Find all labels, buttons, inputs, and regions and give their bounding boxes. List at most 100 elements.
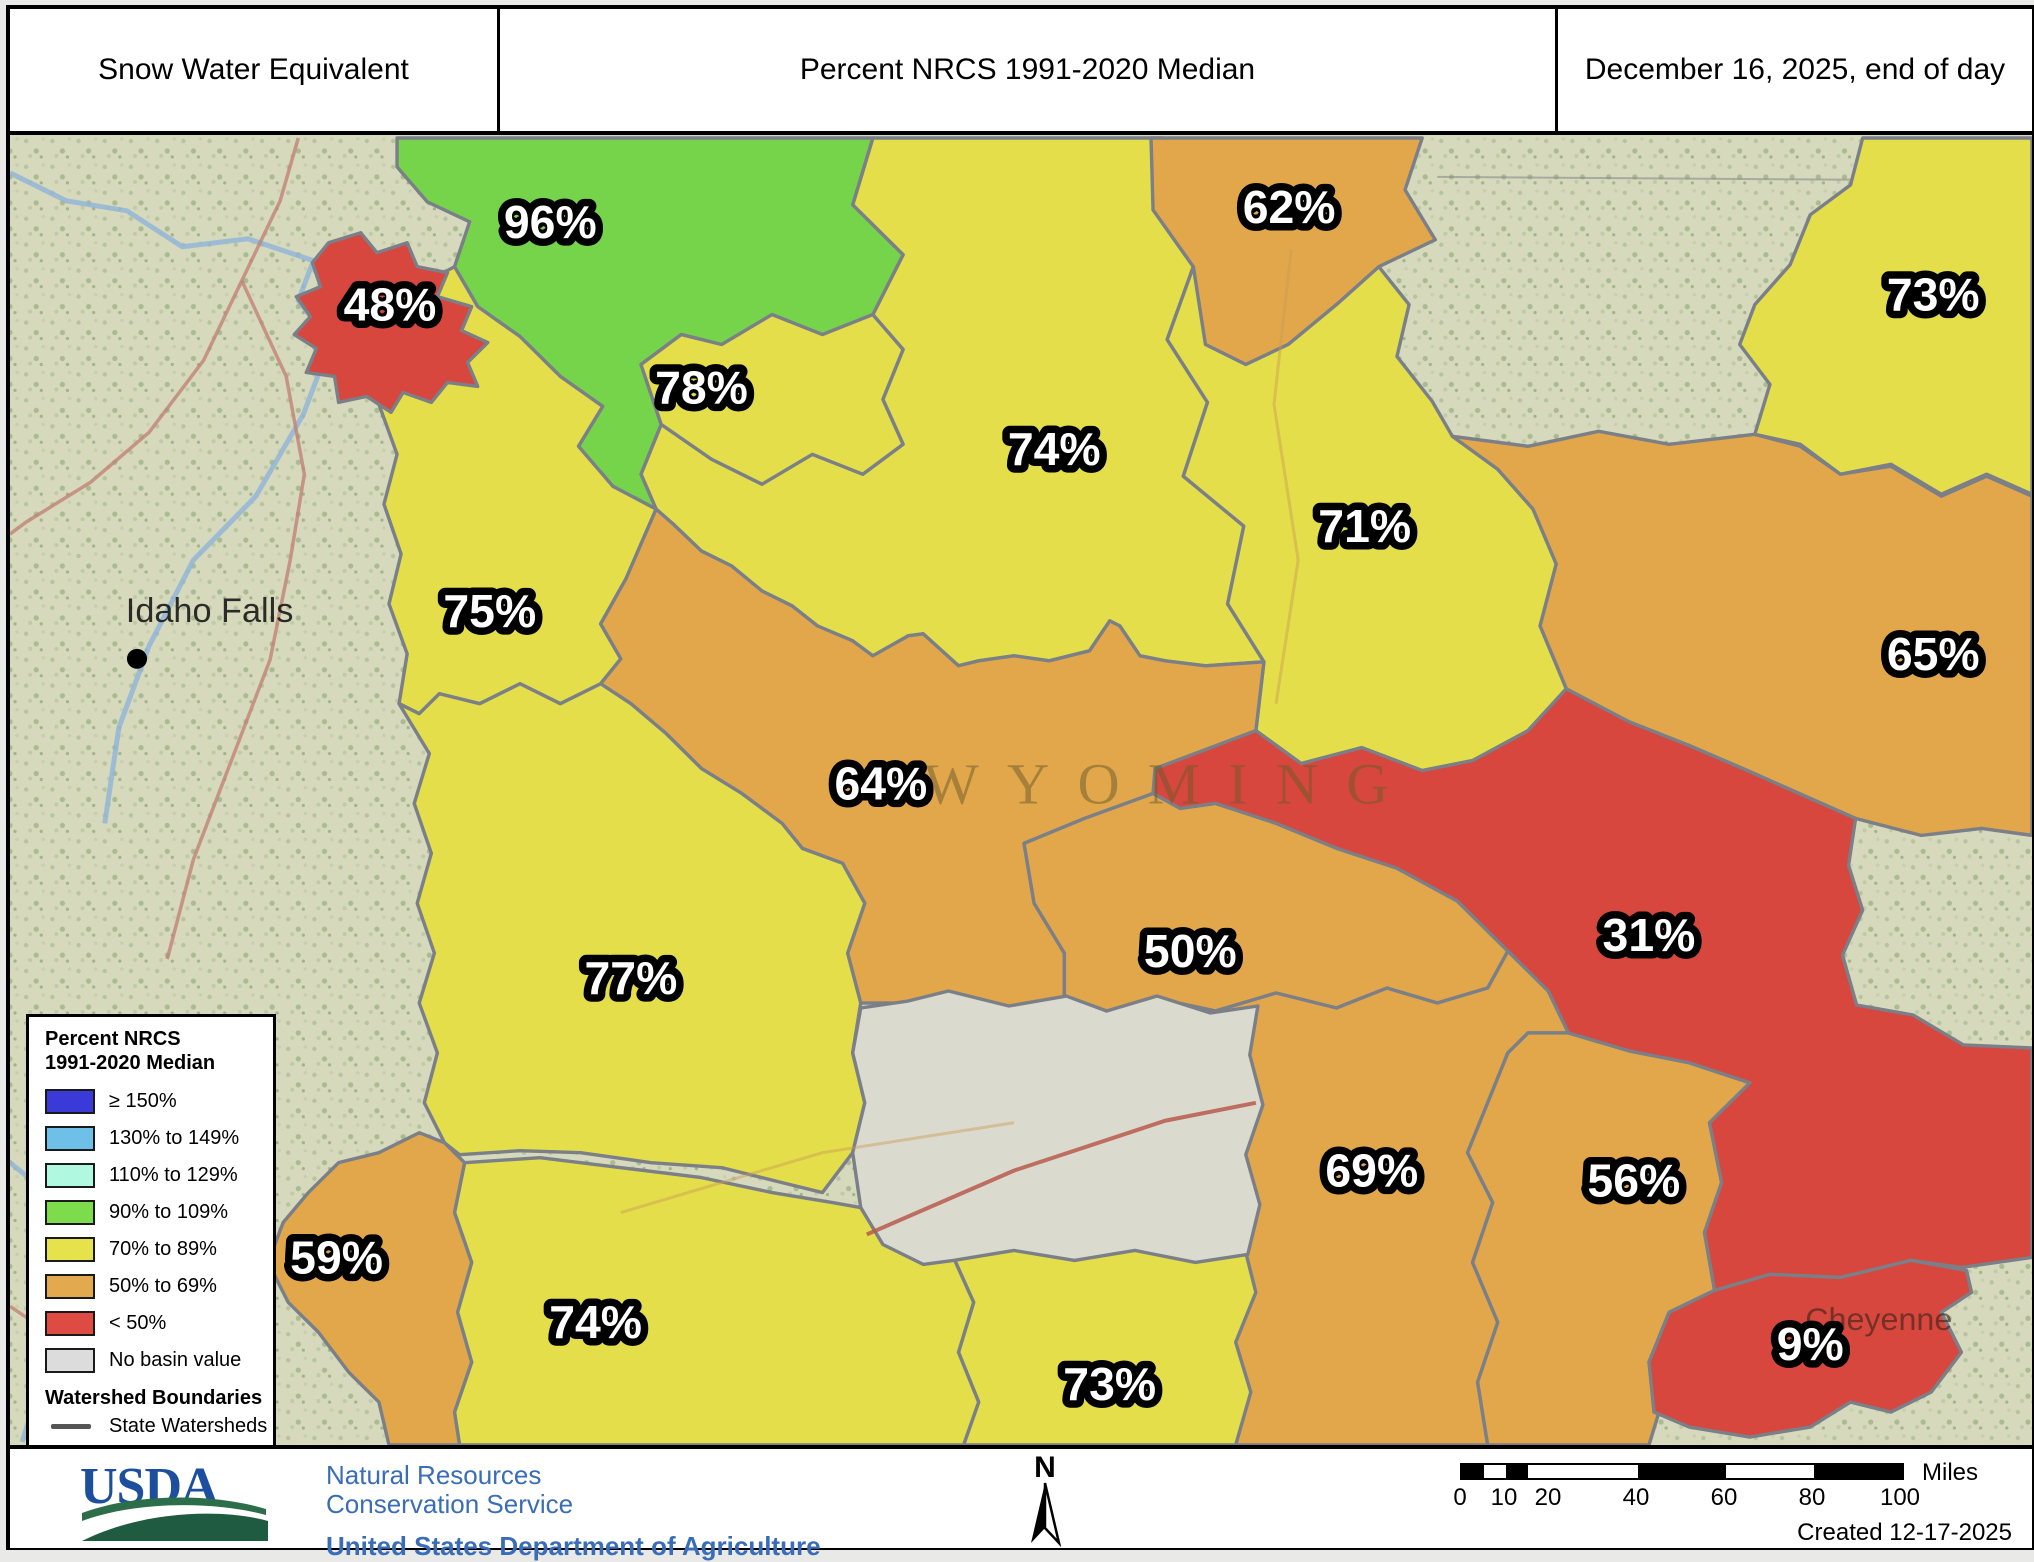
legend-box: Percent NRCS 1991-2020 Median ≥ 150% 130%… xyxy=(26,1014,276,1445)
legend-item: No basin value xyxy=(45,1342,273,1379)
basin-value-label: 75% xyxy=(443,585,536,637)
legend-item-label: < 50% xyxy=(109,1312,167,1334)
agency-text: Natural Resources Conservation Service U… xyxy=(326,1457,821,1562)
legend-state-watersheds-row: State Watersheds xyxy=(45,1410,273,1442)
legend-item-label: ≥ 150% xyxy=(109,1090,177,1112)
legend-items: ≥ 150% 130% to 149% 110% to 129% 90% to 109… xyxy=(45,1083,273,1379)
map-area[interactable]: WYOMING Idaho Falls Cheyenne 74% 62% 71% 65% 73… xyxy=(10,135,2032,1445)
basin-value-label: 71% xyxy=(1318,500,1411,552)
header-date: December 16, 2025, end of day xyxy=(1555,9,2032,131)
legend-item: ≥ 150% xyxy=(45,1083,273,1120)
scale-bar-segment xyxy=(1528,1465,1550,1478)
basin-value-label: 59% xyxy=(290,1232,383,1284)
basin-road-line xyxy=(1272,249,1300,704)
usda-logo: USDA xyxy=(80,1458,268,1541)
agency-line2: Conservation Service xyxy=(326,1489,574,1519)
scale-unit-label: Miles xyxy=(1922,1459,1979,1486)
agency-line1: Natural Resources xyxy=(326,1460,542,1490)
legend-swatch xyxy=(45,1348,95,1373)
road-line xyxy=(10,137,300,536)
gray-basin-road xyxy=(865,1100,1257,1237)
legend-item-label: 70% to 89% xyxy=(109,1238,217,1260)
scale-bar-segment xyxy=(1462,1465,1484,1478)
state-name-label: WYOMING xyxy=(924,752,1417,817)
basin-value-label: 48% xyxy=(344,279,437,331)
map-product-frame: Snow Water Equivalent Percent NRCS 1991-… xyxy=(6,5,2034,1561)
river-line xyxy=(102,341,333,824)
scale-bar-segment xyxy=(1638,1465,1726,1478)
header-metric: Percent NRCS 1991-2020 Median xyxy=(497,9,1555,131)
basin-56[interactable] xyxy=(1465,1031,1752,1445)
basin-value-label: 78% xyxy=(655,362,748,414)
scale-tick-label: 100 xyxy=(1879,1484,1921,1511)
basin-value-label: 65% xyxy=(1887,628,1980,680)
legend-item: 130% to 149% xyxy=(45,1120,273,1157)
scale-tick-label: 20 xyxy=(1534,1484,1562,1511)
legend-boundaries-title: Watershed Boundaries xyxy=(45,1387,263,1409)
created-date: Created 12-17-2025 xyxy=(1797,1519,2012,1546)
scale-tick-label: 60 xyxy=(1710,1484,1738,1511)
basin-value-label: 64% xyxy=(834,758,927,810)
legend-item: 50% to 69% xyxy=(45,1268,273,1305)
legend-item-label: 110% to 129% xyxy=(109,1164,238,1186)
basin-48[interactable] xyxy=(292,231,490,415)
map-canvas[interactable]: WYOMING Idaho Falls Cheyenne 74% 62% 71% 65% 73… xyxy=(10,135,2032,1445)
basin-value-label: 69% xyxy=(1325,1145,1418,1197)
legend-item: 110% to 129% xyxy=(45,1157,273,1194)
scale-bar-segment xyxy=(1814,1465,1902,1478)
legend-swatch xyxy=(45,1274,95,1299)
basin-59[interactable] xyxy=(266,1131,474,1445)
scale-tick-label: 0 xyxy=(1453,1484,1467,1511)
legend-item-label: 90% to 109% xyxy=(109,1201,228,1223)
legend-swatch xyxy=(45,1163,95,1188)
scale-bar-segment xyxy=(1550,1465,1638,1478)
legend-swatch xyxy=(45,1237,95,1262)
north-arrow-left-half xyxy=(1031,1483,1045,1543)
north-arrow: N xyxy=(1031,1451,1062,1547)
basin-value-label: 74% xyxy=(1008,423,1101,475)
legend-item-label: No basin value xyxy=(109,1349,242,1371)
basin-road-line xyxy=(620,1121,1015,1214)
basin-value-label: 73% xyxy=(1887,269,1980,321)
basin-gray[interactable] xyxy=(850,989,1265,1267)
city-dot-idaho-falls xyxy=(126,648,148,669)
legend-item: < 50% xyxy=(45,1305,273,1342)
road-line xyxy=(165,279,307,960)
scale-tick-label: 10 xyxy=(1490,1484,1518,1511)
basin-value-label: 62% xyxy=(1243,181,1336,233)
legend-state-watersheds-label: State Watersheds xyxy=(109,1414,268,1437)
basin-9[interactable] xyxy=(1647,1258,1974,1439)
basin-96[interactable] xyxy=(395,136,905,511)
legend-item: 90% to 109% xyxy=(45,1194,273,1231)
usda-block: USDA Natural Resources Conservation Serv… xyxy=(76,1457,821,1562)
header-parameter: Snow Water Equivalent xyxy=(98,53,409,86)
scale-tick-label: 40 xyxy=(1622,1484,1650,1511)
basin-value-label: 31% xyxy=(1603,909,1696,961)
city-label-cheyenne: Cheyenne xyxy=(1805,1301,1952,1337)
header-bar: Snow Water Equivalent Percent NRCS 1991-… xyxy=(10,9,2032,135)
footer-bar: USDA Natural Resources Conservation Serv… xyxy=(10,1445,2032,1561)
basin-value-label: 77% xyxy=(585,952,678,1004)
scale-bar-segment xyxy=(1506,1465,1528,1478)
basin-value-label: 73% xyxy=(1063,1358,1156,1410)
legend-swatch xyxy=(45,1311,95,1336)
legend-title-line2: 1991-2020 Median xyxy=(45,1052,216,1074)
basin-value-label: 74% xyxy=(549,1296,642,1348)
basin-value-label: 56% xyxy=(1587,1155,1680,1207)
legend-swatch xyxy=(45,1200,95,1225)
scale-ticks: 0 10 20 40 60 80 100 xyxy=(1453,1484,1920,1512)
scale-bar: Miles xyxy=(1460,1459,1978,1486)
basin-78[interactable] xyxy=(639,312,905,486)
basin-73b[interactable] xyxy=(951,1245,1258,1445)
basin-73a[interactable] xyxy=(1737,136,2032,496)
legend-item: 70% to 89% xyxy=(45,1231,273,1268)
north-label: N xyxy=(1034,1451,1056,1484)
watershed-line-swatch xyxy=(51,1423,91,1429)
city-label-idaho-falls: Idaho Falls xyxy=(126,592,294,630)
legend-title-line1: Percent NRCS xyxy=(45,1028,181,1050)
basin-value-label: 96% xyxy=(504,196,597,248)
scale-block: Miles 0 10 20 40 60 80 100 Created 12-17-2025 xyxy=(1453,1459,2016,1546)
scale-tick-label: 80 xyxy=(1798,1484,1826,1511)
legend-item-label: 50% to 69% xyxy=(109,1275,217,1297)
agency-dept: United States Department of Agriculture xyxy=(326,1531,821,1561)
